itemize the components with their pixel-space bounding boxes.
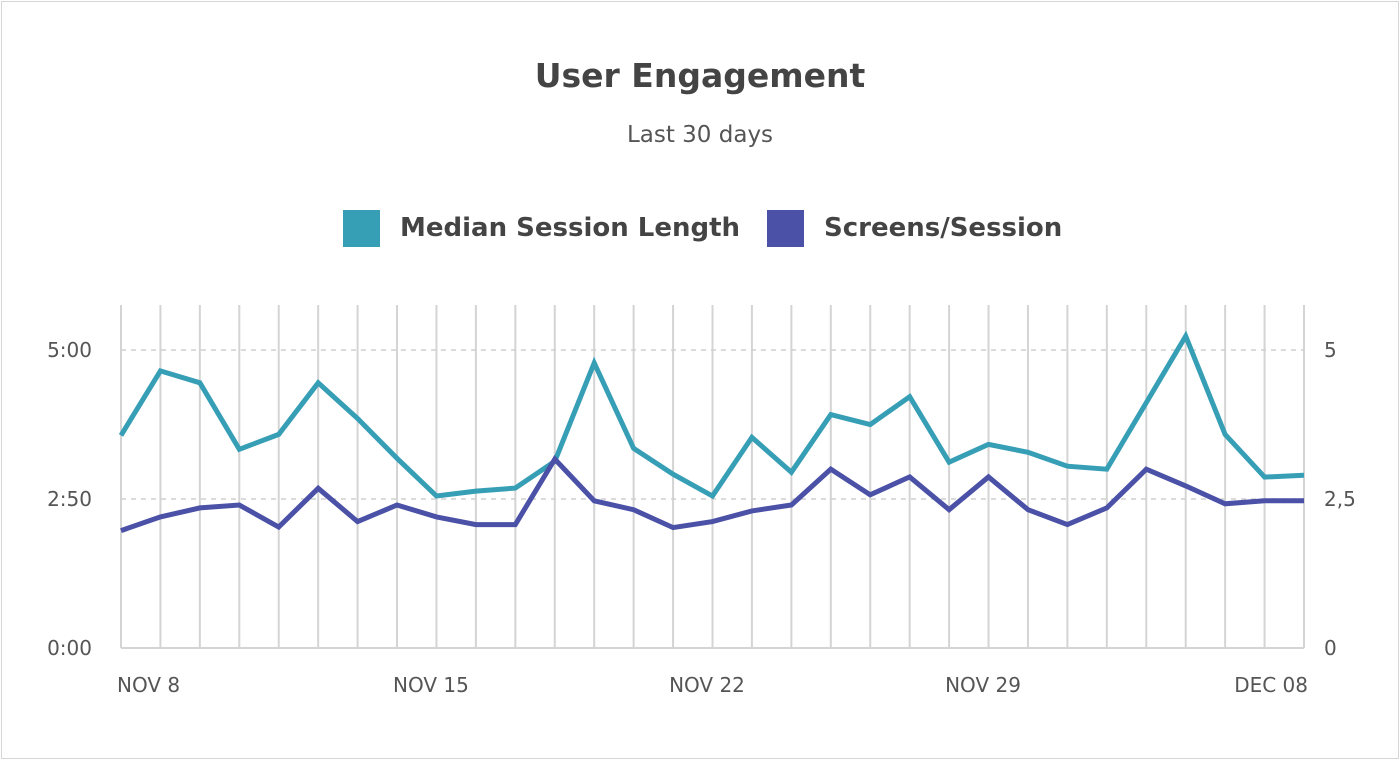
x-tick-label: NOV 15 [393, 673, 469, 697]
legend-swatch-screens-per-session [767, 209, 804, 247]
legend-label-screens-per-session: Screens/Session [824, 213, 1063, 243]
series-line-median-session-length [118, 330, 1305, 500]
x-tick-label: NOV 8 [117, 673, 180, 697]
y-right-tick-label: 5 [1324, 338, 1337, 362]
series-line-screens-per-session [120, 454, 1304, 533]
legend-item-median-session-length[interactable]: Median Session Length [343, 208, 740, 248]
x-tick-label: NOV 29 [945, 673, 1021, 697]
y-left-tick-label: 0:00 [47, 636, 92, 660]
chart-legend: Median Session Length Screens/Session [0, 208, 1400, 248]
x-tick-label: DEC 08 [1234, 673, 1308, 697]
chart-title: User Engagement [534, 56, 866, 95]
x-tick-label: NOV 22 [669, 673, 745, 697]
legend-swatch-median-session-length [343, 209, 380, 247]
legend-item-screens-per-session[interactable]: Screens/Session [767, 208, 1062, 248]
y-right-tick-label: 0 [1324, 636, 1337, 660]
y-left-tick-label: 5:00 [47, 338, 92, 362]
y-left-tick-label: 2:50 [47, 487, 92, 511]
chart-subtitle: Last 30 days [626, 122, 774, 148]
y-right-tick-label: 2,5 [1324, 487, 1356, 511]
legend-label-median-session-length: Median Session Length [400, 213, 741, 243]
